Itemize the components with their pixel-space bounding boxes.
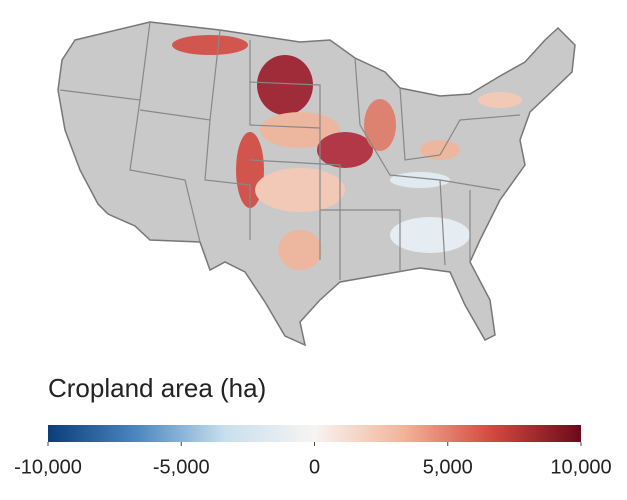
region-patch (257, 55, 313, 115)
region-patch (420, 140, 460, 160)
state-border (249, 81, 321, 260)
state-border (354, 57, 501, 191)
region-patch (478, 92, 522, 108)
state-border (129, 99, 201, 243)
state-border (399, 87, 521, 161)
region-patch (364, 99, 396, 151)
state-borders (59, 21, 521, 280)
us-map (57, 21, 576, 347)
state-border (249, 159, 341, 280)
tick-label: -5,000 (153, 456, 210, 478)
region-patch (172, 35, 248, 55)
tick-label: 5,000 (423, 456, 473, 478)
colorbar-ticks: -10,000 -5,000 0 5,000 10,000 (14, 442, 612, 478)
legend-title: Cropland area (ha) (48, 373, 266, 403)
region-patch (317, 132, 373, 168)
state-border (439, 179, 471, 266)
cropland-change (172, 35, 522, 270)
state-border (320, 209, 401, 272)
colorbar (48, 425, 581, 442)
state-border (204, 119, 251, 240)
region-patch (278, 230, 322, 270)
state-border (249, 40, 321, 129)
tick-label: 10,000 (550, 456, 611, 478)
region-patch (255, 168, 345, 212)
region-patch (390, 217, 470, 253)
tick-label: 0 (309, 456, 320, 478)
tick-label: -10,000 (14, 456, 82, 478)
